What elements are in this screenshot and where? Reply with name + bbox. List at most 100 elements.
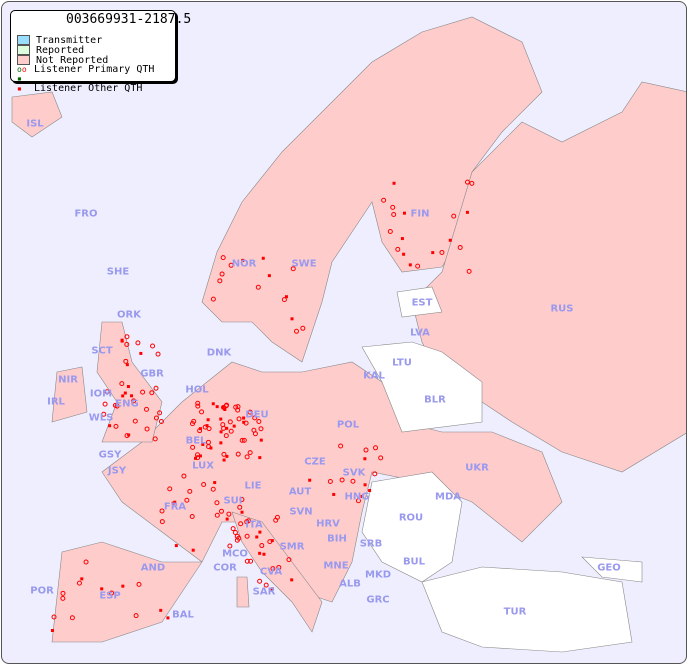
listener-primary-marker xyxy=(140,389,146,395)
listener-primary-marker xyxy=(338,443,344,449)
listener-primary-marker xyxy=(214,500,220,506)
listener-other-marker xyxy=(363,457,367,461)
legend-label: Not Reported xyxy=(36,55,109,66)
listener-primary-marker xyxy=(252,431,258,437)
listener-primary-marker xyxy=(247,450,253,456)
listener-primary-marker xyxy=(238,521,244,527)
listener-other-marker xyxy=(121,584,125,588)
listener-other-marker xyxy=(125,363,129,367)
listener-primary-marker xyxy=(235,451,241,457)
listener-primary-marker xyxy=(60,595,66,601)
listener-primary-marker xyxy=(241,437,247,443)
listener-primary-marker xyxy=(190,444,196,450)
country-label-grc: GRC xyxy=(366,594,390,606)
listener-primary-marker xyxy=(149,390,155,396)
estonia xyxy=(396,286,443,318)
country-label-gsy: GSY xyxy=(98,449,122,461)
country-label-she: SHE xyxy=(106,266,130,278)
listener-other-marker xyxy=(126,385,130,389)
listener-primary-marker xyxy=(102,401,108,407)
listener-primary-marker xyxy=(184,497,190,503)
listener-other-marker xyxy=(121,394,125,398)
listener-other-marker xyxy=(171,501,175,505)
listener-primary-marker xyxy=(219,271,225,277)
country-label-srb: SRB xyxy=(359,538,383,550)
listener-primary-marker xyxy=(218,508,224,514)
listener-primary-marker xyxy=(227,543,233,549)
listener-primary-marker xyxy=(133,613,139,619)
country-label-svn: SVN xyxy=(289,506,313,518)
listener-primary-marker xyxy=(135,340,141,346)
listener-primary-marker xyxy=(223,403,229,409)
listener-other-marker xyxy=(130,394,134,398)
country-label-alb: ALB xyxy=(339,578,361,590)
country-label-nor: NOR xyxy=(231,258,257,270)
country-label-cva: CVA xyxy=(259,566,283,578)
listener-primary-marker xyxy=(339,477,345,483)
country-label-cor: COR xyxy=(213,562,237,574)
country-label-mkd: MKD xyxy=(364,569,392,581)
listener-other-marker xyxy=(166,616,170,620)
listener-other-marker xyxy=(402,252,406,256)
listener-other-marker xyxy=(198,454,202,458)
listener-other-marker xyxy=(219,430,223,434)
listener-primary-marker xyxy=(221,451,227,457)
listener-primary-marker xyxy=(155,351,161,357)
country-label-ita: ITA xyxy=(245,519,263,531)
listener-primary-marker xyxy=(255,284,261,290)
listener-primary-marker xyxy=(300,325,306,331)
listener-other-marker xyxy=(213,481,217,485)
listener-primary-marker xyxy=(355,498,361,504)
listener-primary-marker xyxy=(363,447,369,453)
listener-primary-marker xyxy=(387,228,393,234)
listener-primary-marker xyxy=(227,419,233,425)
listener-primary-marker xyxy=(195,403,201,409)
listener-primary-marker xyxy=(187,488,193,494)
country-label-kal: KAL xyxy=(363,370,385,382)
listener-primary-marker xyxy=(150,343,156,349)
listener-other-marker xyxy=(290,578,294,582)
country-label-aut: AUT xyxy=(288,486,312,498)
country-label-gbr: GBR xyxy=(140,368,164,380)
legend-label: Reported xyxy=(36,45,85,56)
listener-primary-marker xyxy=(123,358,129,364)
listener-primary-marker xyxy=(293,328,299,334)
markers xyxy=(50,179,475,632)
listener-primary-marker xyxy=(153,385,159,391)
listener-primary-marker xyxy=(373,445,379,451)
listener-primary-marker xyxy=(144,426,150,432)
listener-primary-marker xyxy=(415,263,421,269)
country-label-hrv: HRV xyxy=(316,518,340,530)
listener-primary-marker xyxy=(223,433,229,439)
listener-primary-marker xyxy=(101,411,107,417)
listener-primary-marker xyxy=(244,533,250,539)
listener-primary-marker xyxy=(159,508,165,514)
listener-primary-marker xyxy=(247,409,253,415)
listener-other-marker xyxy=(159,608,163,612)
country-label-sui: SUI xyxy=(223,495,243,507)
listener-primary-marker xyxy=(181,473,187,479)
listener-primary-marker xyxy=(233,404,239,410)
listener-other-marker xyxy=(402,211,406,215)
country-label-mda: MDA xyxy=(435,491,461,503)
listener-other-marker xyxy=(363,483,367,487)
listener-primary-marker xyxy=(112,402,118,408)
listener-other-marker xyxy=(242,420,246,424)
listener-other-marker xyxy=(270,587,274,591)
listener-primary-marker xyxy=(378,455,384,461)
legend-transmitter: Transmitter xyxy=(17,35,102,46)
country-label-bal: BAL xyxy=(172,609,194,621)
country-label-irl: IRL xyxy=(47,396,65,408)
listener-primary-marker xyxy=(258,426,264,432)
primary-qth-icon: oo xyxy=(17,65,27,74)
country-label-ltu: LTU xyxy=(392,357,412,369)
listener-primary-marker xyxy=(124,433,130,439)
listener-primary-marker xyxy=(257,578,263,584)
listener-primary-marker xyxy=(104,389,110,395)
listener-other-marker xyxy=(201,442,205,446)
listener-other-marker xyxy=(209,446,213,450)
listener-primary-marker xyxy=(239,497,245,503)
listener-other-marker xyxy=(270,539,274,543)
listener-other-marker xyxy=(211,402,215,406)
country-label-isl: ISL xyxy=(26,118,44,130)
